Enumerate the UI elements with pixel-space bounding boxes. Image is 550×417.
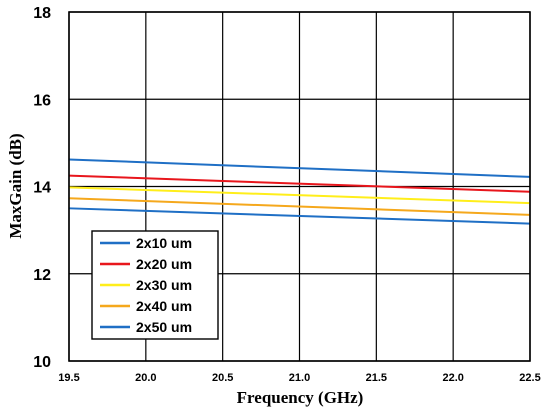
x-tick-labels: 19.5 20.0 20.5 21.0 21.5 22.0 22.5	[58, 372, 540, 384]
x-tick-label: 22.5	[519, 372, 540, 384]
y-axis-title: MaxGain (dB)	[6, 133, 25, 238]
x-tick-label: 20.0	[135, 372, 156, 384]
x-tick-label: 22.0	[442, 372, 463, 384]
y-tick-label: 16	[33, 92, 51, 109]
series-lines	[68, 158, 531, 225]
y-tick-label: 14	[33, 180, 51, 197]
legend-label-3: 2x30 um	[136, 277, 192, 293]
x-tick-label: 19.5	[58, 372, 79, 384]
legend-label-2: 2x20 um	[136, 256, 192, 272]
series-line-5	[68, 207, 531, 225]
x-tick-label: 21.5	[366, 372, 387, 384]
legend-label-4: 2x40 um	[136, 298, 192, 314]
y-tick-label: 18	[33, 5, 51, 22]
series-line-2	[68, 174, 531, 193]
x-tick-label: 21.0	[289, 372, 310, 384]
x-tick-label: 20.5	[212, 372, 233, 384]
series-line-4	[68, 197, 531, 216]
y-tick-label: 10	[33, 354, 51, 371]
x-axis-title: Frequency (GHz)	[237, 388, 364, 407]
plot-area-border	[68, 11, 531, 362]
y-tick-label: 12	[33, 267, 51, 284]
legend-label-5: 2x50 um	[136, 319, 192, 335]
series-line-3	[68, 186, 531, 205]
legend: 2x10 um 2x20 um 2x30 um 2x40 um 2x50 um	[91, 230, 219, 340]
legend-label-1: 2x10 um	[136, 235, 192, 251]
series-line-1	[68, 158, 531, 178]
y-tick-labels: 10 12 14 16 18	[33, 5, 51, 371]
